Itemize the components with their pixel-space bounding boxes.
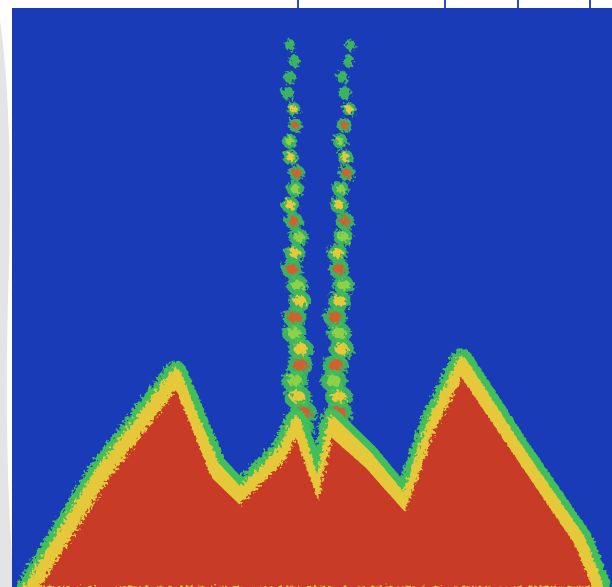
plume-core [334, 200, 344, 209]
plume-core [286, 264, 298, 274]
plume-core [287, 375, 302, 387]
plume-blob [281, 86, 293, 99]
plume-blob [343, 55, 354, 67]
plume-core [342, 169, 351, 178]
plume-core [290, 391, 305, 403]
plume-core [333, 264, 345, 274]
plume-core [291, 280, 303, 291]
plume-core [293, 232, 304, 242]
plume-core [341, 153, 350, 161]
plume-core [332, 327, 345, 338]
plume-core [328, 311, 341, 322]
plume-core [331, 391, 346, 403]
plume-blob [336, 71, 348, 84]
plume-core [340, 216, 350, 226]
plume-core [288, 327, 301, 338]
plume-core [336, 137, 344, 145]
plume-core [294, 296, 307, 307]
plume-core [289, 248, 300, 258]
plume-core [291, 121, 299, 129]
plume-core [338, 232, 349, 242]
plume-core [345, 105, 352, 113]
plume-core [286, 153, 295, 161]
plume-core [336, 185, 345, 194]
plume-core [289, 216, 299, 226]
plume-core [338, 280, 350, 291]
plume-core [293, 359, 307, 371]
plume-core [294, 343, 308, 355]
plume-blob [345, 39, 355, 51]
plume-core [335, 343, 349, 355]
plume-core [290, 105, 297, 113]
plume-core [329, 359, 343, 371]
plume-core [326, 375, 341, 387]
plume-core [288, 311, 301, 322]
plume-core [292, 169, 301, 178]
plume-blob [285, 39, 295, 51]
plume-core [333, 296, 346, 307]
plume-core [286, 137, 294, 145]
plume-core [332, 248, 343, 258]
plume-blob [289, 55, 300, 67]
plume-core [290, 185, 299, 194]
plume-blob [339, 86, 351, 99]
plume-core [285, 200, 295, 209]
plume-core [340, 121, 348, 129]
plume-blob [284, 71, 296, 84]
